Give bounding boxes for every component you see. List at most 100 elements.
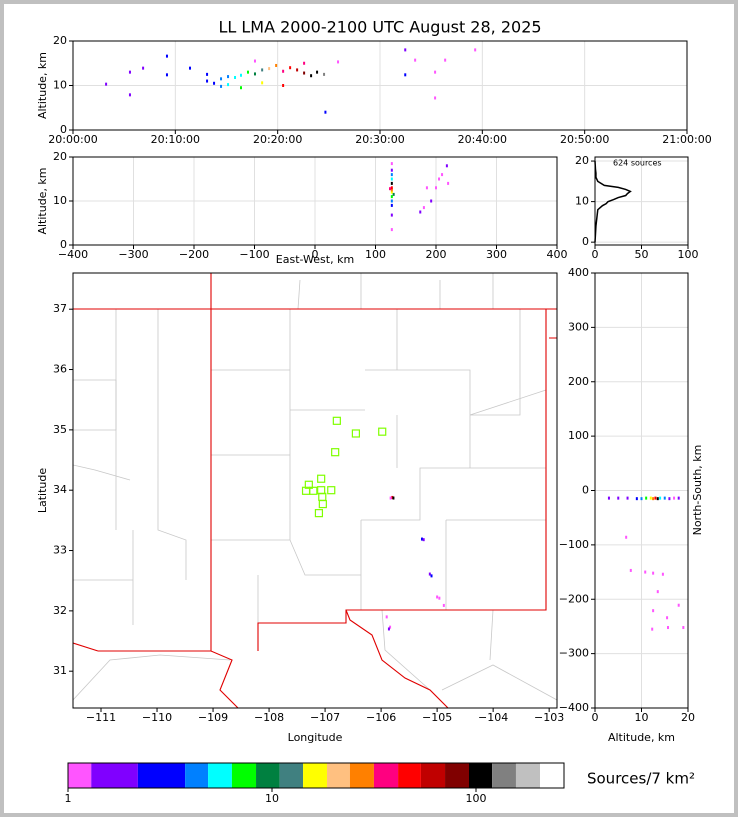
source-point <box>656 590 659 594</box>
source-point <box>220 84 223 88</box>
y-tick-label: 400 <box>568 266 589 279</box>
source-point <box>165 54 168 58</box>
y-tick-label: 100 <box>568 429 589 442</box>
x-axis-label: Longitude <box>288 731 343 744</box>
source-point <box>644 570 647 574</box>
source-point <box>390 190 393 194</box>
x-axis-label: Altitude, km <box>608 731 675 744</box>
x-tick-label: 20:30:00 <box>355 133 404 146</box>
x-tick-label: 20:20:00 <box>253 133 302 146</box>
source-point <box>656 497 659 501</box>
source-point <box>649 496 652 500</box>
source-point <box>677 603 680 607</box>
source-point <box>227 75 230 79</box>
source-point <box>128 93 131 97</box>
source-point <box>390 199 393 203</box>
source-point <box>428 572 431 576</box>
x-tick-label: 20:40:00 <box>458 133 507 146</box>
source-point <box>296 68 299 72</box>
source-point <box>261 81 264 85</box>
source-point <box>239 73 242 77</box>
colorbar-segment <box>326 763 350 788</box>
y-tick-label: 10 <box>53 194 67 207</box>
x-tick-label: 400 <box>547 248 568 261</box>
station <box>304 480 313 489</box>
y-tick-label: 37 <box>53 302 67 315</box>
source-point <box>677 496 680 500</box>
source-point <box>390 203 393 207</box>
source-point <box>645 496 648 500</box>
source-point <box>434 96 437 100</box>
x-tick-label: 21:00:00 <box>662 133 711 146</box>
source-point <box>246 70 249 74</box>
source-point <box>323 72 326 76</box>
x-tick-label: 0 <box>592 248 599 261</box>
source-point <box>661 572 664 576</box>
y-tick-label: 10 <box>53 79 67 92</box>
source-point <box>430 574 433 578</box>
source-point <box>390 162 393 166</box>
source-point <box>422 206 425 210</box>
source-point <box>442 603 445 607</box>
x-tick-label: −100 <box>239 248 269 261</box>
y-tick-label: −400 <box>559 701 589 714</box>
source-point <box>261 68 264 72</box>
source-point <box>239 86 242 90</box>
x-tick-label: 20 <box>681 711 695 724</box>
x-tick-label: 200 <box>426 248 447 261</box>
y-tick-label: 0 <box>582 235 589 248</box>
source-point <box>391 495 394 499</box>
source-point <box>441 173 444 177</box>
x-tick-label: 100 <box>678 248 699 261</box>
source-point <box>667 626 670 630</box>
source-point <box>206 79 209 83</box>
y-tick-label: 300 <box>568 320 589 333</box>
y-tick-label: 35 <box>53 423 67 436</box>
source-point <box>390 186 393 190</box>
source-point <box>268 67 271 71</box>
colorbar-segment <box>303 763 327 788</box>
source-point <box>420 537 423 541</box>
source-point <box>414 58 417 62</box>
colorbar-segment <box>279 763 304 788</box>
source-point <box>206 72 209 76</box>
source-point <box>419 210 422 214</box>
source-point <box>227 83 230 87</box>
x-tick-label: −300 <box>118 248 148 261</box>
x-tick-label: −106 <box>366 711 396 724</box>
source-point <box>404 48 407 52</box>
y-tick-label: 34 <box>53 483 67 496</box>
station <box>331 448 340 457</box>
colorbar-tick-label: 100 <box>466 792 487 805</box>
x-tick-label: 0 <box>312 248 319 261</box>
source-point <box>390 195 393 199</box>
source-point <box>220 77 223 81</box>
source-point <box>682 626 685 630</box>
source-point <box>666 616 669 620</box>
colorbar-segment <box>492 763 516 788</box>
source-point <box>275 63 278 67</box>
colorbar-segment <box>231 763 257 788</box>
source-point <box>640 497 643 501</box>
colorbar-segment <box>68 763 92 788</box>
source-point <box>668 497 671 501</box>
x-tick-label: −105 <box>422 711 452 724</box>
axes-frame <box>594 156 689 246</box>
source-point <box>303 61 306 65</box>
colorbar-frame <box>67 762 565 789</box>
source-point <box>438 177 441 181</box>
map-lines <box>73 273 557 708</box>
source-point <box>213 81 216 85</box>
colorbar-segment <box>398 763 421 788</box>
y-tick-label: −100 <box>559 538 589 551</box>
colorbar-segment <box>349 763 374 788</box>
source-point <box>663 496 666 500</box>
colorbar-label: Sources/7 km² <box>587 770 695 788</box>
x-tick-label: −108 <box>254 711 284 724</box>
x-tick-label: −109 <box>198 711 228 724</box>
y-tick-label: 20 <box>53 150 67 163</box>
axes-frame <box>72 156 558 246</box>
